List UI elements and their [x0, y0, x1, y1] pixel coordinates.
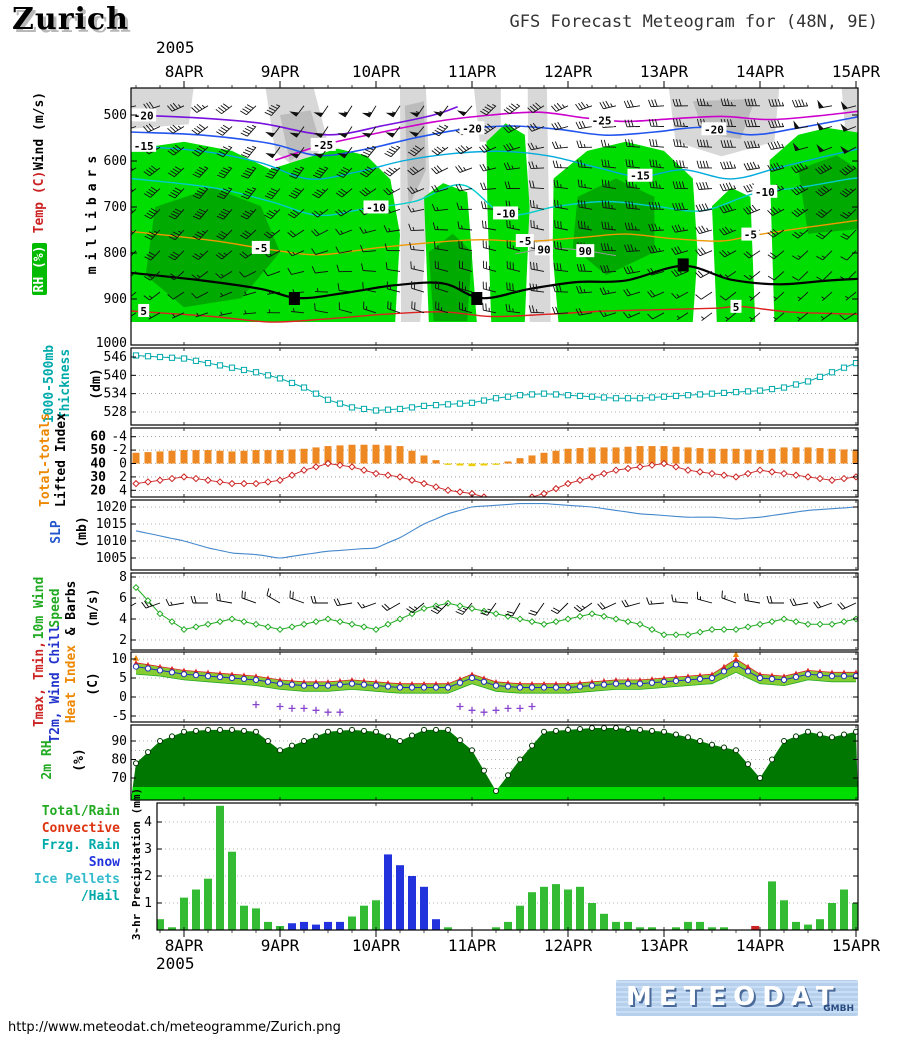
- svg-text:90: 90: [111, 734, 127, 749]
- svg-text:700: 700: [104, 200, 127, 215]
- svg-text:0: 0: [473, 293, 480, 306]
- time-axis-label: 12APR: [544, 62, 593, 81]
- svg-text:50: 50: [90, 443, 106, 458]
- panel-slp: 1020 1015 1010 1005: [96, 499, 859, 571]
- svg-text:1020: 1020: [96, 500, 127, 515]
- svg-text:2: 2: [119, 633, 127, 648]
- svg-text:546: 546: [104, 350, 127, 365]
- time-axis-label: 11APR: [448, 62, 497, 81]
- svg-text:-10: -10: [496, 207, 516, 220]
- time-axis-label: 12APR: [544, 936, 593, 955]
- svg-text:5: 5: [140, 305, 147, 318]
- svg-text:534: 534: [104, 387, 128, 402]
- svg-text:-5: -5: [518, 235, 531, 248]
- svg-text:2: 2: [119, 470, 127, 485]
- svg-text:1010: 1010: [96, 534, 127, 549]
- time-axis-label: 9APR: [261, 936, 300, 955]
- svg-text:0: 0: [119, 690, 127, 705]
- svg-text:30: 30: [90, 470, 106, 485]
- legend-item: Total/Rain: [41, 804, 120, 819]
- svg-text:600: 600: [104, 154, 127, 169]
- svg-text:-15: -15: [630, 170, 650, 183]
- time-axis-label: 13APR: [640, 62, 689, 81]
- time-axis-label: 15APR: [832, 62, 881, 81]
- panel-precip: 4 3 2 1: [144, 802, 859, 931]
- svg-text:-5: -5: [254, 242, 267, 255]
- svg-text:-10: -10: [366, 201, 386, 214]
- svg-text:10: 10: [111, 652, 127, 667]
- svg-text:40: 40: [90, 457, 106, 472]
- svg-text:1: 1: [144, 896, 152, 911]
- station-name: Zurich: [12, 2, 129, 37]
- svg-text:4: 4: [119, 483, 127, 498]
- svg-text:0: 0: [291, 293, 298, 306]
- page-title: GFS Forecast Meteogram for (48N, 9E): [509, 12, 878, 32]
- legend-item: Frzg. Rain: [41, 838, 120, 853]
- svg-text:-4: -4: [111, 430, 127, 445]
- svg-text:0: 0: [119, 457, 127, 472]
- time-axis-label: 10APR: [352, 62, 401, 81]
- panel-rh2m: 90 80 70: [111, 724, 859, 801]
- svg-text:60: 60: [90, 430, 106, 445]
- svg-text:1015: 1015: [96, 517, 127, 532]
- svg-text:-10: -10: [755, 186, 775, 199]
- svg-text:800: 800: [104, 246, 127, 261]
- legend-item: Convective: [41, 821, 120, 836]
- time-axis-label: 10APR: [352, 936, 401, 955]
- time-axis-label: 8APR: [165, 62, 204, 81]
- year-label-bottom: 2005: [156, 954, 195, 973]
- svg-text:500: 500: [104, 108, 127, 123]
- svg-text:20: 20: [90, 483, 106, 498]
- svg-text:90: 90: [579, 245, 592, 258]
- time-axis-label: 9APR: [261, 62, 300, 81]
- svg-text:4: 4: [119, 612, 127, 627]
- time-axis-label: 14APR: [736, 62, 785, 81]
- svg-text:-20: -20: [462, 122, 482, 135]
- svg-text:-2: -2: [111, 443, 127, 458]
- svg-text:2: 2: [144, 869, 152, 884]
- svg-text:540: 540: [104, 368, 127, 383]
- legend-item: Ice Pellets: [33, 872, 120, 887]
- svg-text:-20: -20: [704, 123, 724, 136]
- svg-text:90: 90: [537, 243, 550, 256]
- legend-item: Snow: [88, 855, 120, 870]
- svg-text:8: 8: [119, 570, 127, 585]
- svg-text:3: 3: [144, 842, 152, 857]
- time-axis-label: 13APR: [640, 936, 689, 955]
- panel-wind10m: 8 6 4 2: [119, 570, 859, 651]
- svg-text:5: 5: [733, 301, 740, 314]
- meteodat-logo: METEODAT GMBH: [616, 980, 858, 1016]
- svg-text:900: 900: [104, 292, 127, 307]
- svg-text:1005: 1005: [96, 551, 127, 566]
- year-label-top: 2005: [156, 38, 195, 57]
- logo-text: METEODAT: [626, 982, 841, 1012]
- time-axis-label: 8APR: [165, 936, 204, 955]
- svg-text:-20: -20: [134, 109, 154, 122]
- svg-text:4: 4: [144, 815, 152, 830]
- svg-text:-25: -25: [592, 115, 612, 128]
- time-axis-label: 15APR: [832, 936, 881, 955]
- svg-text:-25: -25: [313, 139, 333, 152]
- panel-temps: 10 5 0 -5: [111, 651, 859, 724]
- svg-text:-15: -15: [134, 140, 154, 153]
- panel-thickness: 546 540 534 528: [104, 347, 859, 426]
- logo-subtext: GMBH: [823, 1004, 854, 1014]
- svg-text:0: 0: [680, 259, 687, 272]
- source-url: http://www.meteodat.ch/meteogramme/Zuric…: [8, 1020, 341, 1035]
- svg-text:5: 5: [119, 671, 127, 686]
- svg-text:-5: -5: [111, 709, 127, 724]
- svg-text:528: 528: [104, 405, 127, 420]
- legend-item: /Hail: [80, 889, 120, 904]
- svg-text:-5: -5: [744, 229, 757, 242]
- panel-upper-air: -20 -25 -25 -20 -20 -15 -15 -10 -10 -10 -5 -5 -5 0 0 0 5…: [96, 87, 859, 351]
- svg-text:1000: 1000: [96, 336, 127, 351]
- svg-text:80: 80: [111, 753, 127, 768]
- time-axis-label: 11APR: [448, 936, 497, 955]
- time-axis-label: 14APR: [736, 936, 785, 955]
- svg-text:70: 70: [111, 771, 127, 786]
- svg-text:6: 6: [119, 591, 127, 606]
